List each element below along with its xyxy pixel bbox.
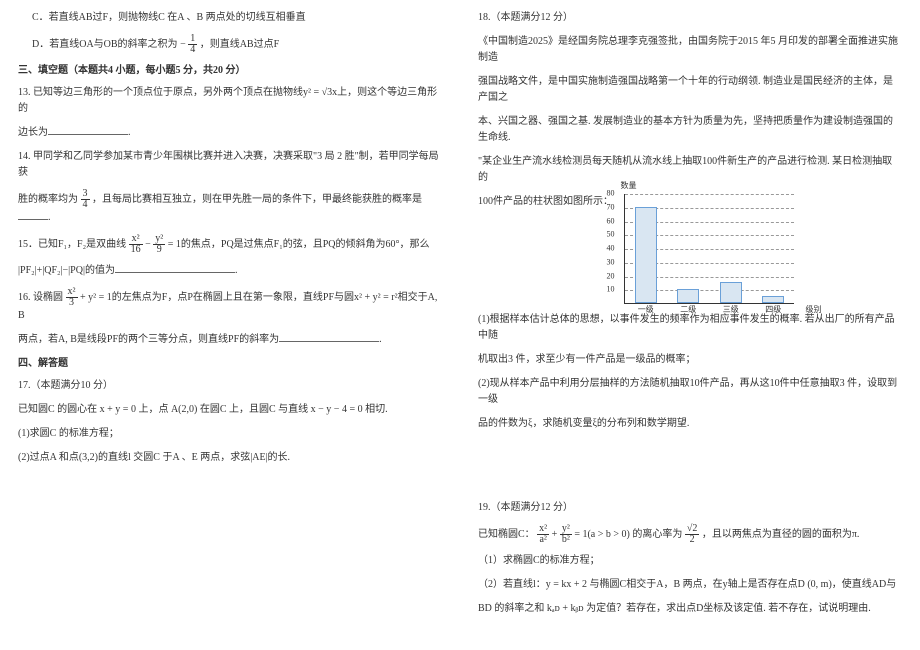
- q14-line2: 胜的概率均为 34 ，且每局比赛相互独立，则在甲先胜一局的条件下，甲最终能获胜的…: [18, 189, 442, 226]
- right-column: 18.（本题满分12 分） 《中国制造2025》是经国务院总理李克强签批，由国务…: [460, 0, 920, 650]
- chart-bar: [762, 296, 784, 303]
- q19-1: （1）求椭圆C的标准方程；: [478, 553, 902, 569]
- q16-line1: 16. 设椭圆 x²3 + y² = 1的左焦点为F，点P在椭圆上且在第一象限，…: [18, 287, 442, 324]
- q14-line1: 14. 甲同学和乙同学参加某市青少年围棋比赛并进入决赛，决赛采取"3 局 2 胜…: [18, 149, 442, 181]
- left-column: C．若直线AB过F，则抛物线C 在A 、B 两点处的切线互相垂直 D．若直线OA…: [0, 0, 460, 650]
- q18-a: 《中国制造2025》是经国务院总理李克强签批，由国务院于2015 年5 月印发的…: [478, 34, 902, 66]
- option-c: C．若直线AB过F，则抛物线C 在A 、B 两点处的切线互相垂直: [18, 10, 442, 26]
- option-d-pre: D．若直线OA与OB的斜率之积为: [32, 39, 178, 50]
- chart-ytick: 40: [607, 243, 615, 256]
- chart-ytick: 50: [607, 229, 615, 242]
- q18-d: "某企业生产流水线检测员每天随机从流水线上抽取100件新生产的产品进行检测. 某…: [478, 154, 902, 186]
- chart-xtick: 一级: [638, 304, 654, 317]
- blank: [18, 210, 48, 220]
- q18-2a: (2)现从样本产品中利用分层抽样的方法随机抽取10件产品，再从这10件中任意抽取…: [478, 376, 902, 408]
- q19-2b: BD 的斜率之和 kₐᴅ + kᵦᴅ 为定值？若存在，求出点D坐标及该定值. 若…: [478, 601, 902, 617]
- option-d: D．若直线OA与OB的斜率之积为 − 14 ，则直线AB过点F: [18, 34, 442, 55]
- blank: [115, 263, 235, 273]
- q15-line1: 15．已知F₁，F₂是双曲线 x²16 − y²9 = 1的焦点，PQ是过焦点F…: [18, 234, 442, 255]
- blank: [48, 125, 128, 135]
- q19-title: 19.（本题满分12 分）: [478, 500, 902, 516]
- option-d-post: ，则直线AB过点F: [200, 39, 279, 50]
- chart-bar: [635, 207, 657, 303]
- section-4-title: 四、解答题: [18, 356, 442, 372]
- chart-ytick: 10: [607, 284, 615, 297]
- q13-line1: 13. 已知等边三角形的一个顶点位于原点，另外两个顶点在抛物线y² = √3x上…: [18, 85, 442, 117]
- q17-title: 17.（本题满分10 分）: [18, 378, 442, 394]
- chart-xlabel: 级别: [806, 304, 822, 317]
- chart-bar: [720, 282, 742, 303]
- blank: [279, 332, 379, 342]
- chart-ytick: 80: [607, 188, 615, 201]
- q18-c: 本、兴国之器、强国之基. 发展制造业的基本方针为质量为先，坚持把质量作为建设制造…: [478, 114, 902, 146]
- q19-2a: （2）若直线l：y = kx + 2 与椭圆C相交于A，B 两点，在y轴上是否存…: [478, 577, 902, 593]
- chart-ytick: 60: [607, 215, 615, 228]
- chart-xtick: 二级: [680, 304, 696, 317]
- chart-ytick: 20: [607, 270, 615, 283]
- q17-body: 已知圆C 的圆心在 x + y = 0 上，点 A(2,0) 在圆C 上，且圆C…: [18, 402, 442, 418]
- chart-bar: [677, 289, 699, 303]
- chart-ytick: 30: [607, 256, 615, 269]
- q13-line2: 边长为.: [18, 125, 442, 141]
- q18-title: 18.（本题满分12 分）: [478, 10, 902, 26]
- q18-1b: 机取出3 件，求至少有一件产品是一级品的概率；: [478, 352, 902, 368]
- q18-2b: 品的件数为ξ，求随机变量ξ的分布列和数学期望.: [478, 416, 902, 432]
- q17-part2: (2)过点A 和点(3,2)的直线l 交圆C 于A 、E 两点，求弦|AE|的长…: [18, 450, 442, 466]
- q16-line2: 两点，若A, B是线段PF的两个三等分点，则直线PF的斜率为.: [18, 332, 442, 348]
- q17-part1: (1)求圆C 的标准方程；: [18, 426, 442, 442]
- q18-b: 强国战略文件，是中国实施制造强国战略第一个十年的行动纲领. 制造业是国民经济的主…: [478, 74, 902, 106]
- chart-xtick: 四级: [765, 304, 781, 317]
- chart-xtick: 三级: [723, 304, 739, 317]
- chart-ylabel: 数量: [621, 180, 637, 193]
- q19-body: 已知椭圆C： x²a² + y²b² = 1(a > b > 0) 的离心率为 …: [478, 524, 902, 545]
- chart-ytick: 70: [607, 201, 615, 214]
- q18-e: 100件产品的柱状图如图所示： 数量 级别 1020304050607080一级…: [478, 194, 902, 304]
- section-3-title: 三、填空题（本题共4 小题，每小题5 分，共20 分）: [18, 63, 442, 79]
- bar-chart: 数量 级别 1020304050607080一级二级三级四级: [624, 194, 794, 304]
- q15-line2: |PF₂|+|QF₂|−|PQ|的值为.: [18, 263, 442, 279]
